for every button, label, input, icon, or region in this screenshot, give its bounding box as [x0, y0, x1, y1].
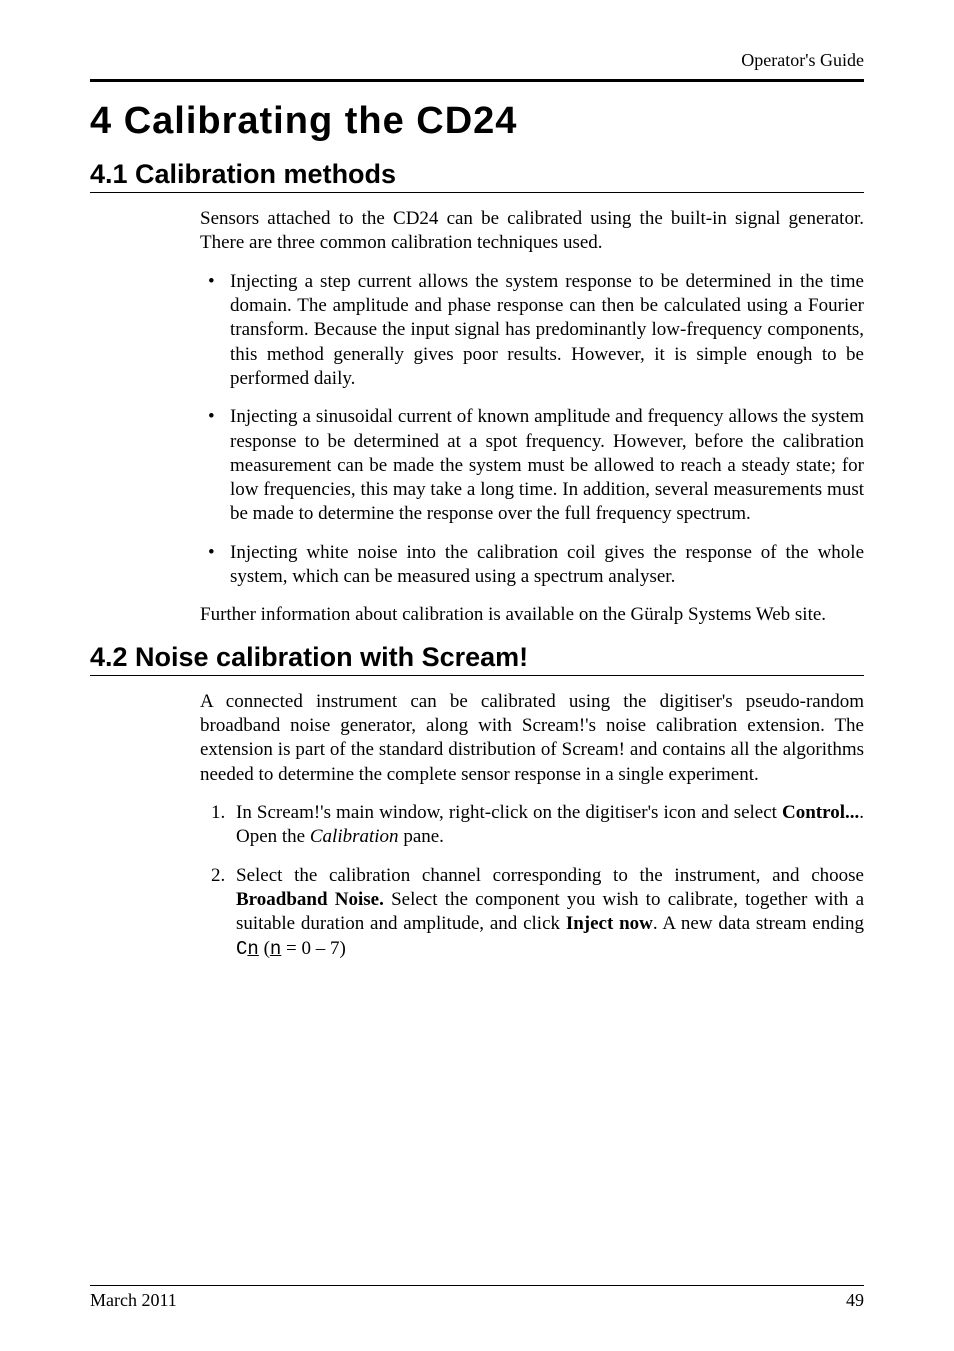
- top-rule: [90, 79, 864, 82]
- bullet-item: Injecting white noise into the calibrati…: [230, 541, 864, 590]
- section-4-1-title: 4.1 Calibration methods: [90, 159, 864, 193]
- mono-text: C: [236, 938, 247, 960]
- footer-rule: [90, 1285, 864, 1286]
- italic-text: Calibration: [310, 826, 399, 847]
- bold-text: Inject now: [566, 913, 653, 934]
- section-4-1-body: Sensors attached to the CD24 can be cali…: [200, 207, 864, 628]
- list-item: Select the calibration channel correspon…: [230, 864, 864, 961]
- text: pane.: [399, 826, 444, 847]
- page: Operator's Guide 4 Calibrating the CD24 …: [0, 0, 954, 1351]
- footer-page-number: 49: [846, 1290, 864, 1311]
- text: = 0 – 7): [281, 938, 346, 959]
- bullet-item: Injecting a sinusoidal current of known …: [230, 405, 864, 527]
- text: Select the calibration channel correspon…: [236, 865, 864, 886]
- section-4-2-steps: In Scream!'s main window, right-click on…: [200, 801, 864, 961]
- list-item: In Scream!'s main window, right-click on…: [230, 801, 864, 850]
- mono-underline-text: n: [270, 938, 281, 960]
- running-header: Operator's Guide: [90, 50, 864, 71]
- footer: March 2011 49: [90, 1285, 864, 1311]
- chapter-title: 4 Calibrating the CD24: [90, 100, 864, 143]
- text: (: [259, 938, 270, 959]
- section-4-2-intro: A connected instrument can be calibrated…: [200, 690, 864, 787]
- text: In Scream!'s main window, right-click on…: [236, 802, 782, 823]
- text: . A new data stream ending: [653, 913, 864, 934]
- section-4-2-title: 4.2 Noise calibration with Scream!: [90, 642, 864, 676]
- section-4-1-outro: Further information about calibration is…: [200, 603, 864, 627]
- bold-text: Broadband Noise.: [236, 889, 384, 910]
- section-4-1-bullets: Injecting a step current allows the syst…: [200, 270, 864, 590]
- mono-underline-text: n: [247, 938, 258, 960]
- section-4-1-intro: Sensors attached to the CD24 can be cali…: [200, 207, 864, 256]
- bold-text: Control...: [782, 802, 859, 823]
- bullet-item: Injecting a step current allows the syst…: [230, 270, 864, 392]
- footer-left: March 2011: [90, 1290, 177, 1311]
- section-4-2-body: A connected instrument can be calibrated…: [200, 690, 864, 961]
- footer-row: March 2011 49: [90, 1290, 864, 1311]
